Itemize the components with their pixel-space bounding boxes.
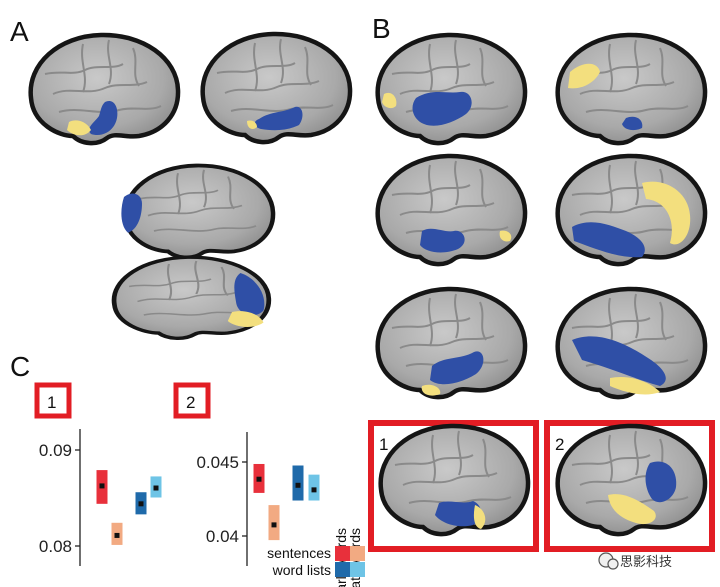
legend-swatch-wordlists-late xyxy=(350,562,365,577)
highlight-box-2 xyxy=(544,420,715,552)
brain-b2 xyxy=(558,35,705,143)
panel-b: 1 2 xyxy=(368,35,715,552)
activation-yellow xyxy=(67,120,91,136)
activation-yellow xyxy=(473,505,486,529)
plot1-mean-3 xyxy=(138,501,144,507)
activation-blue xyxy=(435,501,482,527)
brain-b4 xyxy=(558,156,705,264)
activation-blue xyxy=(121,193,142,233)
legend-swatch-sentences-late xyxy=(350,546,365,561)
plot1-mean-2 xyxy=(114,532,120,538)
brain-b3 xyxy=(378,156,525,264)
plot2-tag: 2 xyxy=(186,393,195,412)
plot2-tick-label-high: 0.045 xyxy=(196,453,239,472)
panel-c-letter: C xyxy=(10,351,30,382)
activation-blue xyxy=(645,461,677,503)
wechat-icon xyxy=(598,552,619,570)
plot1-mean-1 xyxy=(99,483,105,489)
plot2-mean-1 xyxy=(256,476,262,482)
watermark: 思影科技 xyxy=(598,552,672,570)
brain-highlight-1 xyxy=(381,426,528,534)
highlight-label-1: 1 xyxy=(379,435,388,454)
activation-yellow xyxy=(642,181,691,245)
activation-blue xyxy=(430,351,484,385)
activation-yellow xyxy=(608,494,656,525)
activation-blue xyxy=(572,336,666,386)
plot2: 0.045 0.04 xyxy=(196,432,320,566)
plot1-tag-box xyxy=(34,382,72,419)
panel-a xyxy=(31,34,350,338)
plot2-tag-box xyxy=(173,382,211,419)
brain-a1 xyxy=(31,35,178,143)
plot1-tag: 1 xyxy=(47,393,56,412)
plot1-mean-4 xyxy=(153,485,159,491)
plot1-tick-label-low: 0.08 xyxy=(39,537,72,556)
plot2-mean-4 xyxy=(311,487,317,493)
brain-a3-dorsal-ventral xyxy=(114,166,273,339)
panel-c: 1 0.09 0.08 2 0.045 0.04 early words lat… xyxy=(34,382,365,587)
highlight-box-1 xyxy=(368,420,539,552)
activation-blue xyxy=(254,106,303,131)
activation-blue xyxy=(234,273,265,316)
plot2-tick-label-low: 0.04 xyxy=(206,527,239,546)
plot2-mean-2 xyxy=(271,522,277,528)
watermark-text: 思影科技 xyxy=(620,555,672,570)
brain-b1 xyxy=(378,35,525,143)
activation-yellow xyxy=(382,92,397,109)
legend-swatch-wordlists-early xyxy=(335,562,350,577)
activation-blue xyxy=(572,222,645,258)
panel-b-letter: B xyxy=(372,13,391,44)
brain-b6 xyxy=(558,289,705,397)
legend-word-lists: word lists xyxy=(272,562,331,578)
activation-yellow xyxy=(247,120,257,129)
highlight-label-2: 2 xyxy=(555,435,564,454)
panel-a-letter: A xyxy=(10,16,29,47)
activation-yellow xyxy=(499,230,512,242)
legend-sentences: sentences xyxy=(267,545,331,561)
plot2-mean-3 xyxy=(295,482,301,488)
activation-blue xyxy=(622,116,643,131)
activation-yellow xyxy=(568,63,600,89)
activation-blue xyxy=(412,91,472,126)
brain-highlight-2 xyxy=(558,426,705,534)
legend: early words late words sentences word li… xyxy=(267,528,365,587)
activation-blue xyxy=(420,228,465,253)
activation-yellow xyxy=(227,311,264,327)
legend-swatch-sentences-early xyxy=(335,546,350,561)
activation-yellow xyxy=(610,376,660,395)
brain-a2 xyxy=(203,34,350,142)
plot1-tick-label-high: 0.09 xyxy=(39,441,72,460)
activation-blue xyxy=(89,100,118,136)
activation-yellow xyxy=(421,384,441,396)
plot1: 0.09 0.08 xyxy=(39,429,162,566)
brain-b5 xyxy=(378,289,525,397)
